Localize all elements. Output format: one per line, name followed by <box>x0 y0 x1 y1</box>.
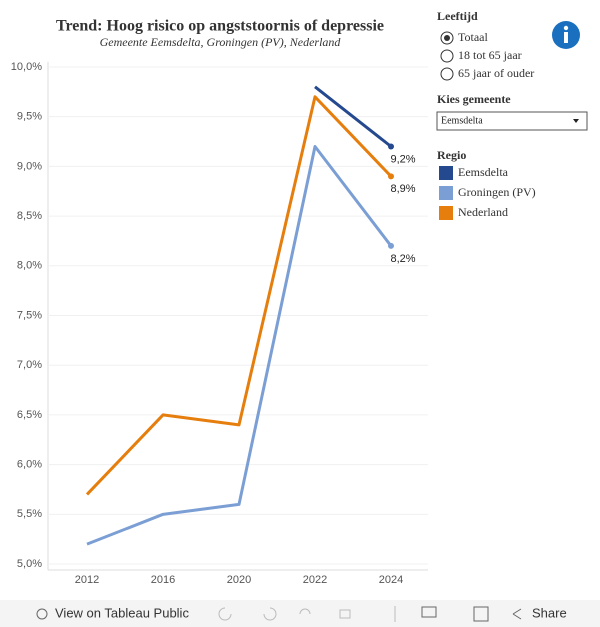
end-point <box>388 173 394 180</box>
y-tick-label: 5,0% <box>17 558 42 570</box>
x-tick-label: 2020 <box>227 574 251 586</box>
y-tick-label: 6,5% <box>17 409 42 421</box>
toolbar-view[interactable]: View on Tableau Public <box>55 605 189 620</box>
x-tick-label: 2022 <box>303 574 327 586</box>
filter-title: Kies gemeente <box>437 92 511 106</box>
legend-swatch[interactable] <box>439 206 453 220</box>
y-tick-label: 7,5% <box>17 309 42 321</box>
x-tick-label: 2012 <box>75 574 99 586</box>
x-tick-label: 2016 <box>151 574 175 586</box>
value-label: 9,2% <box>390 153 415 165</box>
radio-label[interactable]: 18 tot 65 jaar <box>458 48 522 62</box>
y-tick-label: 9,5% <box>17 111 42 123</box>
legend-swatch[interactable] <box>439 166 453 180</box>
fullscreen-icon[interactable] <box>473 606 489 622</box>
x-tick-label: 2024 <box>379 574 403 586</box>
info-dot[interactable] <box>563 25 569 31</box>
radio[interactable] <box>440 67 454 81</box>
value-label: 8,2% <box>390 253 415 265</box>
dropdown-arrow[interactable] <box>573 119 579 123</box>
toolbar-share[interactable]: Share <box>532 605 567 620</box>
radio[interactable] <box>440 49 454 63</box>
toolbar-icons <box>36 606 522 622</box>
legend-label[interactable]: Nederland <box>458 205 508 219</box>
info-icon[interactable] <box>552 21 580 49</box>
radio-label[interactable]: 65 jaar of ouder <box>458 66 534 80</box>
legend-label[interactable]: Eemsdelta <box>458 165 509 179</box>
filter-title: Leeftijd <box>437 9 478 23</box>
info-bar[interactable] <box>564 32 568 43</box>
dropdown[interactable] <box>436 111 588 131</box>
radio-dot[interactable] <box>444 35 450 41</box>
y-tick-label: 7,0% <box>17 359 42 371</box>
legend-title: Regio <box>437 148 466 162</box>
end-point <box>388 242 394 249</box>
series-line <box>86 145 393 546</box>
series-line <box>85 95 393 496</box>
series-line <box>314 85 392 148</box>
y-tick-label: 6,0% <box>17 459 42 471</box>
radio-label[interactable]: Totaal <box>458 30 488 44</box>
legend-swatch[interactable] <box>439 186 453 200</box>
undo-redo-icons <box>218 607 351 621</box>
dropdown-value[interactable]: Eemsdelta <box>441 115 483 126</box>
y-tick-label: 8,5% <box>17 210 42 222</box>
tableau-icon[interactable] <box>36 608 48 620</box>
y-tick-label: 10,0% <box>11 61 42 73</box>
value-label: 8,9% <box>390 183 415 195</box>
y-tick-label: 8,0% <box>17 260 42 272</box>
legend-label[interactable]: Groningen (PV) <box>458 185 536 199</box>
chart-subtitle: Gemeente Eemsdelta, Groningen (PV), Nede… <box>100 35 342 49</box>
chart-title: Trend: Hoog risico op angststoornis of d… <box>56 18 384 35</box>
download-icon[interactable] <box>421 606 437 618</box>
end-point <box>388 143 394 150</box>
y-tick-label: 5,5% <box>17 508 42 520</box>
y-tick-label: 9,0% <box>17 160 42 172</box>
share-icon[interactable] <box>512 608 522 620</box>
